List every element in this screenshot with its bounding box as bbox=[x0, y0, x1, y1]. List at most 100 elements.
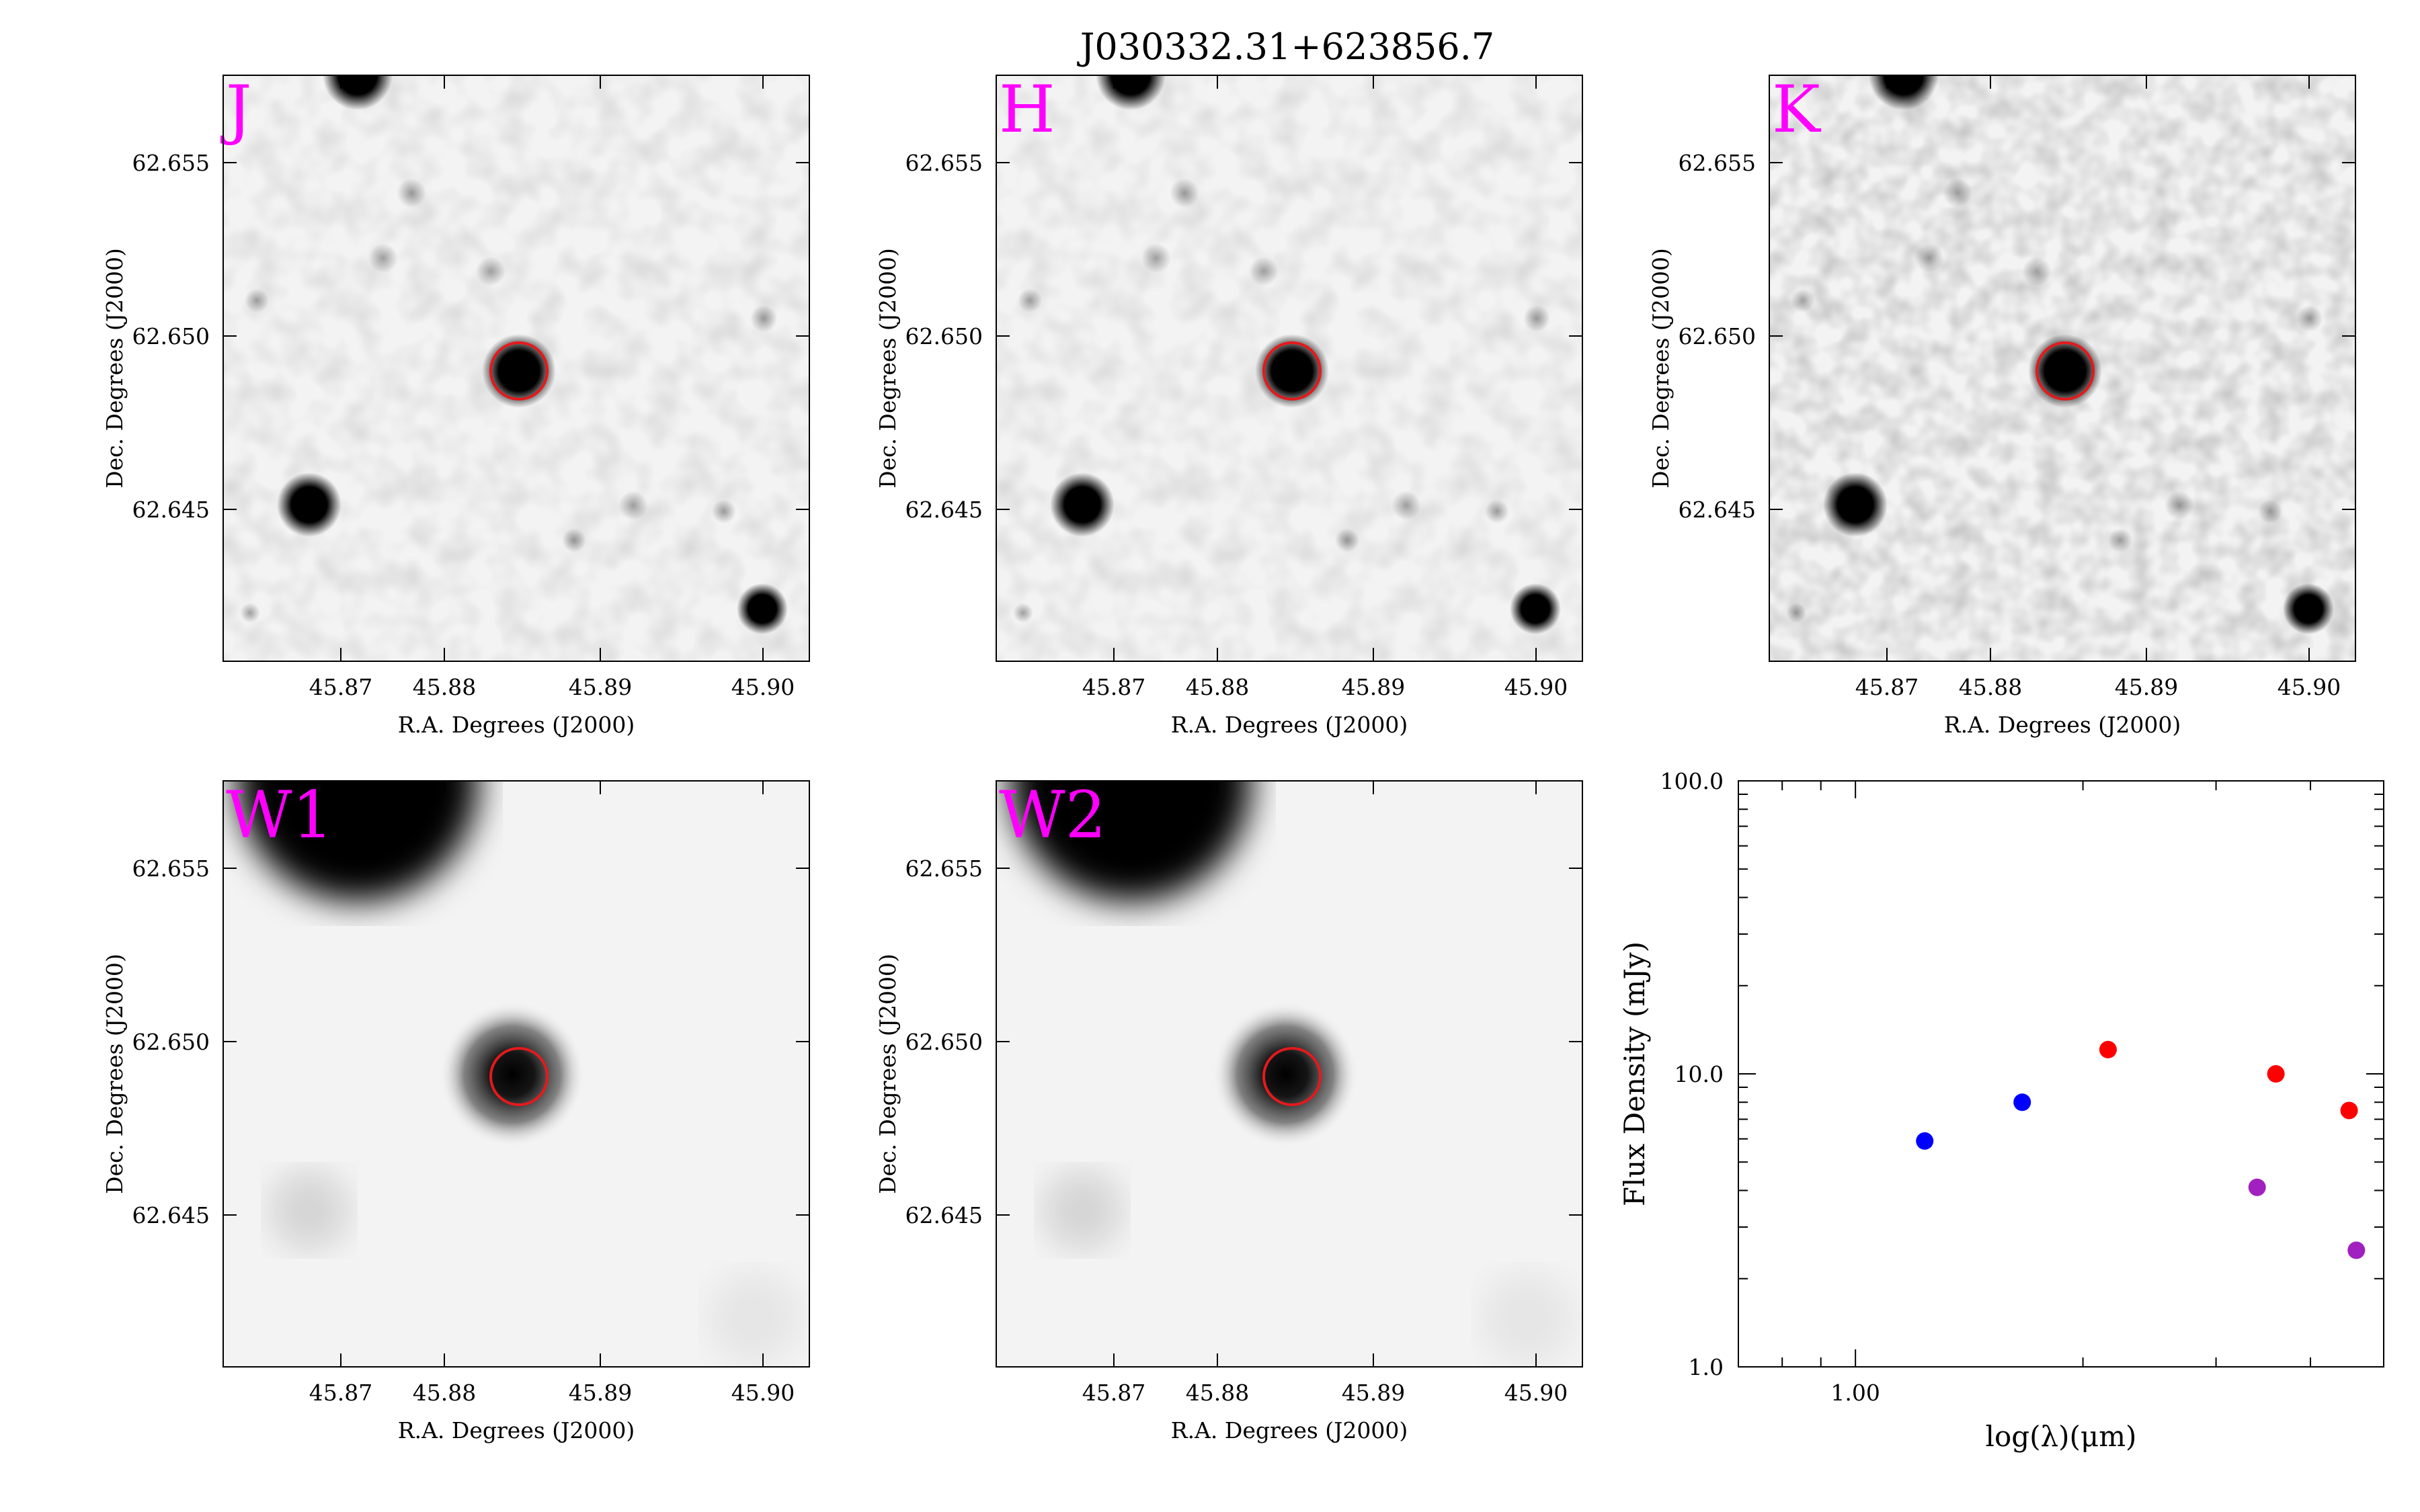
faint-star bbox=[397, 178, 426, 208]
sed-series-purple bbox=[2248, 1178, 2366, 1259]
x-tick-label: 45.90 bbox=[731, 1380, 795, 1406]
sed-x-axis-label: log(λ)(μm) bbox=[1986, 1420, 2137, 1453]
panel-image bbox=[996, 781, 1582, 1367]
y-tick-label: 62.650 bbox=[905, 1029, 983, 1055]
x-axis-label: R.A. Degrees (J2000) bbox=[1171, 1417, 1408, 1443]
bright-star bbox=[277, 472, 341, 537]
faint-star bbox=[750, 305, 777, 332]
x-tick-label: 45.87 bbox=[1082, 1380, 1145, 1406]
sed-frame bbox=[1738, 780, 2384, 1368]
x-tick-label: 45.87 bbox=[1855, 674, 1919, 700]
sed-y-axis-label: Flux Density (mJy) bbox=[1618, 941, 1651, 1206]
aperture-circle bbox=[1262, 1047, 1322, 1106]
sed-point bbox=[1916, 1132, 1934, 1150]
figure-title: J030332.31+623856.7 bbox=[1077, 26, 1495, 68]
bright-star bbox=[737, 583, 788, 634]
faint-star bbox=[562, 528, 586, 552]
x-tick-label: 45.87 bbox=[309, 674, 372, 700]
y-tick-label: 62.650 bbox=[1679, 323, 1756, 349]
band-label: H bbox=[999, 72, 1055, 147]
sed-point bbox=[2248, 1178, 2266, 1196]
y-tick-label: 62.645 bbox=[905, 1202, 983, 1228]
aperture-circle bbox=[489, 341, 549, 401]
faint-star bbox=[2022, 257, 2052, 286]
faint-star bbox=[269, 1170, 350, 1251]
sed-point bbox=[2099, 1040, 2117, 1058]
faint-star bbox=[2370, 255, 2392, 278]
target-star bbox=[2028, 334, 2102, 408]
faint-star bbox=[2108, 528, 2132, 552]
faint-star bbox=[815, 386, 835, 407]
sed-axes: 1.0 10.0 100.0 1.00 log(λ)(μm) Flux Density (… bbox=[1618, 768, 2384, 1453]
y-tick-label: 62.645 bbox=[1679, 497, 1756, 523]
faint-star bbox=[1914, 243, 1944, 273]
sed-point bbox=[2013, 1093, 2031, 1111]
faint-star bbox=[1013, 603, 1033, 623]
faint-star bbox=[707, 1271, 801, 1366]
faint-star bbox=[1480, 1271, 1574, 1366]
target-star bbox=[482, 334, 556, 408]
y-tick-label: 62.645 bbox=[905, 497, 983, 523]
faint-star bbox=[2361, 386, 2381, 407]
x-tick-label: 45.89 bbox=[569, 1380, 632, 1406]
aperture-circle bbox=[489, 1047, 549, 1106]
x-tick-label: 45.90 bbox=[1504, 1380, 1568, 1406]
x-tick-label: 45.90 bbox=[1504, 674, 1568, 700]
sed-series-red bbox=[2099, 1040, 2358, 1120]
x-axis-label: R.A. Degrees (J2000) bbox=[398, 1417, 635, 1443]
panel-frame bbox=[996, 75, 1583, 662]
x-tick-label: 45.87 bbox=[1082, 674, 1145, 700]
y-axis-label: Dec. Degrees (J2000) bbox=[102, 954, 128, 1194]
band-label: K bbox=[1772, 72, 1822, 147]
x-axis-label: R.A. Degrees (J2000) bbox=[398, 712, 635, 738]
bright-star-core bbox=[297, 781, 418, 841]
faint-star bbox=[1588, 386, 1608, 407]
y-tick-label: 62.655 bbox=[905, 855, 983, 882]
image-panel-h: H 45.87 45.88 45.89 45.90 62.655 62.650 62.645 R… bbox=[875, 72, 1608, 738]
y-tick-label: 62.650 bbox=[132, 1029, 210, 1055]
bright-star-core bbox=[1070, 781, 1191, 841]
target-star bbox=[1211, 1001, 1359, 1148]
aperture-circle bbox=[2035, 341, 2095, 401]
x-axis-label: R.A. Degrees (J2000) bbox=[1944, 712, 2181, 738]
image-panel-k: K 45.87 45.88 45.89 45.90 62.655 62.650 62.645 R… bbox=[1648, 72, 2392, 738]
faint-star bbox=[1523, 305, 1550, 332]
image-panel-j: J45.87 45.88 45.89 45.9062.65562.65062.645R… bbox=[102, 72, 835, 738]
faint-star bbox=[1018, 288, 1042, 312]
y-tick-label: 1.0 bbox=[1689, 1354, 1724, 1380]
faint-star bbox=[2296, 305, 2323, 332]
x-tick-label: 45.88 bbox=[413, 674, 476, 700]
y-tick-label: 62.650 bbox=[905, 323, 983, 349]
target-star bbox=[1255, 334, 1329, 408]
y-tick-label: 62.655 bbox=[905, 150, 983, 176]
faint-star bbox=[245, 288, 269, 312]
sed-point bbox=[2347, 1241, 2366, 1259]
x-tick-label: 45.87 bbox=[309, 1380, 372, 1406]
panel-frame bbox=[223, 75, 810, 662]
panel-frame bbox=[223, 780, 810, 1368]
band-label: W2 bbox=[999, 778, 1106, 853]
faint-star bbox=[2258, 499, 2282, 523]
panel-image bbox=[223, 75, 835, 661]
bright-star bbox=[1050, 472, 1115, 537]
sed-series-blue bbox=[1916, 1093, 2031, 1150]
x-tick-label: 45.89 bbox=[2115, 674, 2178, 700]
bright-star bbox=[1510, 583, 1561, 634]
image-panels: J45.87 45.88 45.89 45.9062.65562.65062.645R… bbox=[102, 72, 2392, 1443]
x-tick-label: 45.88 bbox=[1186, 1380, 1249, 1406]
faint-star bbox=[1141, 243, 1171, 273]
y-axis-label: Dec. Degrees (J2000) bbox=[102, 248, 128, 489]
x-tick-label: 45.88 bbox=[1959, 674, 2022, 700]
x-tick-label: 1.00 bbox=[1830, 1380, 1880, 1406]
faint-star bbox=[1786, 603, 1806, 623]
panel-image bbox=[1769, 75, 2392, 661]
faint-star bbox=[1392, 491, 1421, 520]
sed-point bbox=[2340, 1101, 2358, 1120]
bright-star bbox=[2283, 583, 2334, 634]
bright-star bbox=[1823, 472, 1888, 537]
image-panel-w2: W2 45.87 45.88 45.89 45.90 62.655 62.650 62.645… bbox=[875, 778, 1583, 1443]
image-panel-w1: W1 45.87 45.88 45.89 45.90 62.655 62.650 62.645… bbox=[102, 778, 810, 1443]
faint-star bbox=[1042, 1170, 1123, 1251]
faint-star bbox=[476, 257, 506, 286]
y-tick-label: 62.655 bbox=[132, 150, 210, 176]
